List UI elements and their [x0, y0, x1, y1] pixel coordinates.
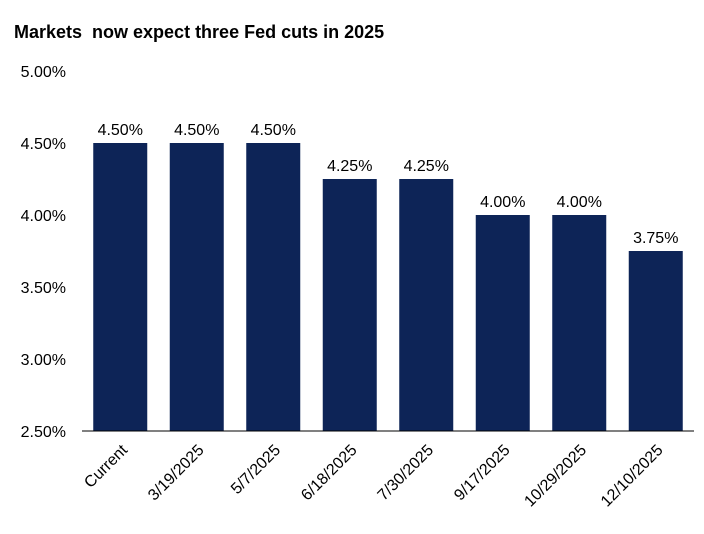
y-axis: 2.50% 3.00% 3.50% 4.00% 4.50% 5.00%	[21, 64, 66, 441]
x-tick-label: 7/30/2025	[375, 442, 437, 504]
data-label: 4.50%	[174, 122, 219, 139]
bar	[552, 215, 607, 431]
data-label: 4.50%	[98, 122, 143, 139]
data-label: 4.50%	[251, 122, 296, 139]
y-tick-label: 3.00%	[21, 352, 66, 369]
bar	[628, 251, 683, 431]
data-label: 4.00%	[480, 194, 525, 211]
bar	[246, 143, 301, 431]
x-tick-label: 10/29/2025	[521, 442, 590, 511]
data-label: 4.25%	[327, 158, 372, 175]
x-tick-label: 5/7/2025	[228, 442, 284, 498]
bar	[399, 179, 454, 431]
x-axis: Current 3/19/2025 5/7/2025 6/18/2025 7/30/20…	[81, 430, 694, 511]
x-tick-label: Current	[81, 441, 131, 491]
data-label: 4.25%	[404, 158, 449, 175]
data-label: 4.00%	[557, 194, 602, 211]
x-tick-label: 9/17/2025	[451, 442, 513, 504]
data-label: 3.75%	[633, 230, 678, 247]
bar	[169, 143, 224, 431]
x-tick-label: 3/19/2025	[145, 442, 207, 504]
y-tick-label: 4.50%	[21, 136, 66, 153]
x-tick-label: 6/18/2025	[298, 442, 360, 504]
data-labels: 4.50% 4.50% 4.50% 4.25% 4.25% 4.00% 4.00% 3.75%	[98, 122, 679, 247]
bar	[93, 143, 148, 431]
chart-title: Markets now expect three Fed cuts in 202…	[14, 22, 384, 42]
y-tick-label: 2.50%	[21, 424, 66, 441]
y-tick-label: 5.00%	[21, 64, 66, 81]
x-tick-label: 12/10/2025	[598, 442, 667, 511]
y-tick-label: 3.50%	[21, 280, 66, 297]
y-tick-label: 4.00%	[21, 208, 66, 225]
bar	[322, 179, 377, 431]
bars	[93, 143, 683, 431]
bar	[475, 215, 530, 431]
